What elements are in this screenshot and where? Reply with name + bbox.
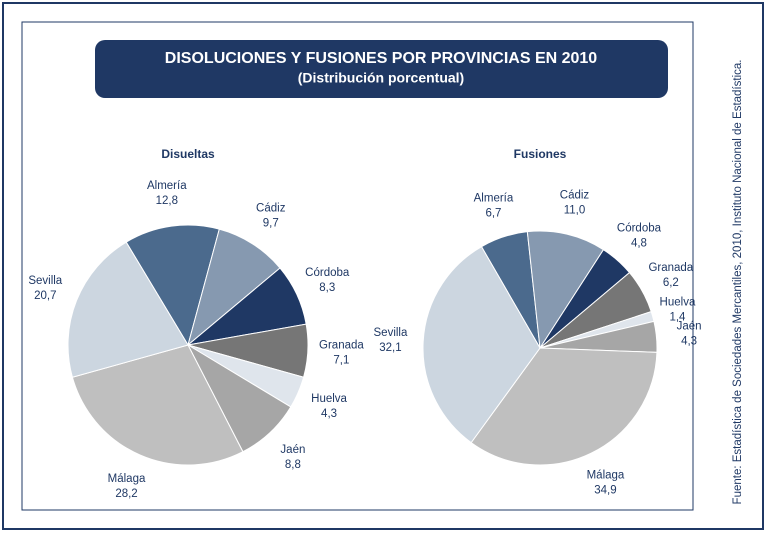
slice-value: 6,7 (485, 208, 501, 220)
pie-slice (187, 228, 281, 347)
pie-slice (470, 347, 658, 466)
slice-label: Málaga (108, 473, 146, 485)
slice-label: Jaén (280, 444, 305, 456)
title-box (95, 40, 668, 98)
pie-slice (67, 241, 189, 378)
slice-value: 4,3 (321, 408, 337, 420)
slice-value: 4,3 (681, 336, 697, 348)
slice-label: Huelva (311, 393, 347, 405)
slice-label: Cádiz (560, 189, 590, 201)
slice-label: Almería (474, 193, 514, 205)
slice-value: 8,3 (319, 282, 335, 294)
pie-slice (422, 245, 541, 444)
subtitle: (Distribución porcentual) (298, 70, 464, 86)
slice-label: Málaga (587, 470, 625, 482)
pie-slice (526, 230, 605, 350)
slice-label: Sevilla (28, 275, 62, 287)
slice-value: 34,9 (594, 485, 616, 497)
slice-value: 12,8 (156, 195, 178, 207)
slice-value: 1,4 (669, 312, 686, 324)
source: Fuente: Estadística de Sociedades Mercan… (732, 60, 744, 505)
slice-value: 28,2 (115, 488, 137, 500)
slice-value: 9,7 (263, 218, 279, 230)
slice-value: 4,8 (631, 238, 647, 250)
pie-title: Fusiones (514, 147, 567, 161)
slice-label: Córdoba (305, 267, 350, 279)
slice-label: Córdoba (617, 223, 662, 235)
slice-label: Almería (147, 180, 187, 192)
title: DISOLUCIONES Y FUSIONES POR PROVINCIAS E… (165, 50, 598, 67)
slice-label: Granada (319, 339, 364, 351)
slice-label: Jaén (677, 321, 702, 333)
slice-value: 6,2 (663, 277, 679, 289)
slice-value: 32,1 (379, 342, 401, 354)
slice-label: Huelva (660, 297, 696, 309)
pie-slice (71, 344, 244, 466)
slice-label: Cádiz (256, 203, 286, 215)
slice-label: Granada (648, 262, 693, 274)
slice-value: 7,1 (333, 354, 349, 366)
slice-label: Sevilla (374, 327, 408, 339)
slice-value: 11,0 (564, 204, 586, 216)
slice-value: 8,8 (285, 459, 301, 471)
slice-value: 20,7 (34, 290, 56, 302)
pie-title: Disueltas (161, 147, 215, 161)
